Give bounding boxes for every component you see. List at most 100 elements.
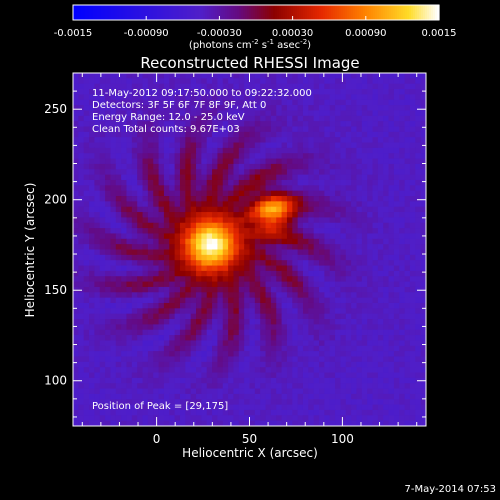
heatmap-cell [131,286,138,293]
heatmap-cell [340,174,347,181]
heatmap-cell [83,286,90,293]
heatmap-cell [345,393,352,400]
heatmap-cell [297,228,304,234]
heatmap-cell [217,409,224,416]
heatmap-cell [404,121,411,127]
heatmap-cell [222,233,229,240]
heatmap-cell [356,126,363,133]
heatmap-cell [115,260,122,267]
colorbar-segment [373,5,376,20]
heatmap-cell [131,249,138,256]
heatmap-cell [126,249,133,256]
heatmap-cell [147,281,154,288]
heatmap-cell [137,89,144,95]
heatmap-cell [308,83,315,90]
heatmap-cell [292,377,299,384]
heatmap-cell [105,260,111,267]
heatmap-cell [286,217,293,224]
heatmap-cell [121,121,127,127]
heatmap-cell [206,249,213,256]
heatmap-cell [383,361,390,368]
heatmap-cell [388,308,395,315]
heatmap-cell [169,276,176,283]
heatmap-cell [94,404,101,411]
heatmap-cell [222,142,229,149]
heatmap-cell [388,388,395,395]
colorbar-segment [75,5,78,20]
heatmap-cell [153,372,160,379]
heatmap-cell [163,254,170,261]
heatmap-cell [404,324,411,331]
heatmap-cell [147,420,154,427]
heatmap-cell [356,335,363,341]
heatmap-cell [415,212,422,218]
heatmap-cell [249,324,256,331]
heatmap-cell [265,196,272,202]
heatmap-cell [372,420,379,427]
heatmap-cell [244,94,250,101]
heatmap-cell [163,89,170,95]
heatmap-cell [388,404,395,411]
heatmap-cell [83,163,90,170]
heatmap-cell [131,89,138,95]
heatmap-cell [228,383,234,390]
heatmap-cell [142,217,149,224]
heatmap-cell [340,190,347,197]
heatmap-cell [270,249,277,256]
colorbar-segment [143,5,146,20]
heatmap-cell [190,404,197,411]
heatmap-cell [238,351,245,357]
heatmap-cell [238,254,245,261]
heatmap-cell [73,313,79,320]
heatmap-cell [351,377,357,384]
heatmap-cell [190,372,197,379]
heatmap-cell [399,361,406,368]
heatmap-cell [265,238,272,245]
heatmap-cell [372,222,379,229]
heatmap-cell [388,201,395,208]
colorbar-segment [95,5,98,20]
heatmap-cell [131,383,138,390]
heatmap-cell [212,377,218,384]
heatmap-cell [99,83,106,90]
heatmap-cell [238,393,245,400]
heatmap-cell [78,265,85,272]
heatmap-cell [206,361,213,368]
heatmap-cell [105,265,111,272]
heatmap-cell [281,206,288,213]
heatmap-cell [340,233,347,240]
heatmap-cell [302,356,309,363]
colorbar-segment [167,5,170,20]
heatmap-cell [372,169,379,176]
heatmap-cell [281,270,288,277]
heatmap-cell [409,99,416,106]
heatmap-cell [233,420,240,427]
heatmap-cell [367,206,374,213]
heatmap-cell [169,217,176,224]
heatmap-cell [110,228,117,234]
heatmap-cell [142,329,149,336]
heatmap-cell [78,270,85,277]
heatmap-cell [196,153,202,160]
heatmap-cell [228,367,234,374]
heatmap-cell [254,345,261,352]
heatmap-cell [142,249,149,256]
heatmap-cell [137,260,144,267]
heatmap-cell [233,94,240,101]
heatmap-cell [313,222,320,229]
heatmap-cell [89,420,95,427]
y-tick-label: 250 [44,102,67,116]
heatmap-cell [361,297,368,304]
heatmap-cell [217,126,224,133]
heatmap-cell [393,399,400,406]
heatmap-cell [249,73,256,79]
heatmap-cell [265,163,272,170]
heatmap-cell [153,185,160,192]
heatmap-cell [409,105,416,111]
heatmap-cell [409,153,416,160]
heatmap-cell [345,383,352,390]
heatmap-cell [383,201,390,208]
heatmap-cell [319,179,325,186]
heatmap-cell [105,393,111,400]
heatmap-cell [83,94,90,101]
